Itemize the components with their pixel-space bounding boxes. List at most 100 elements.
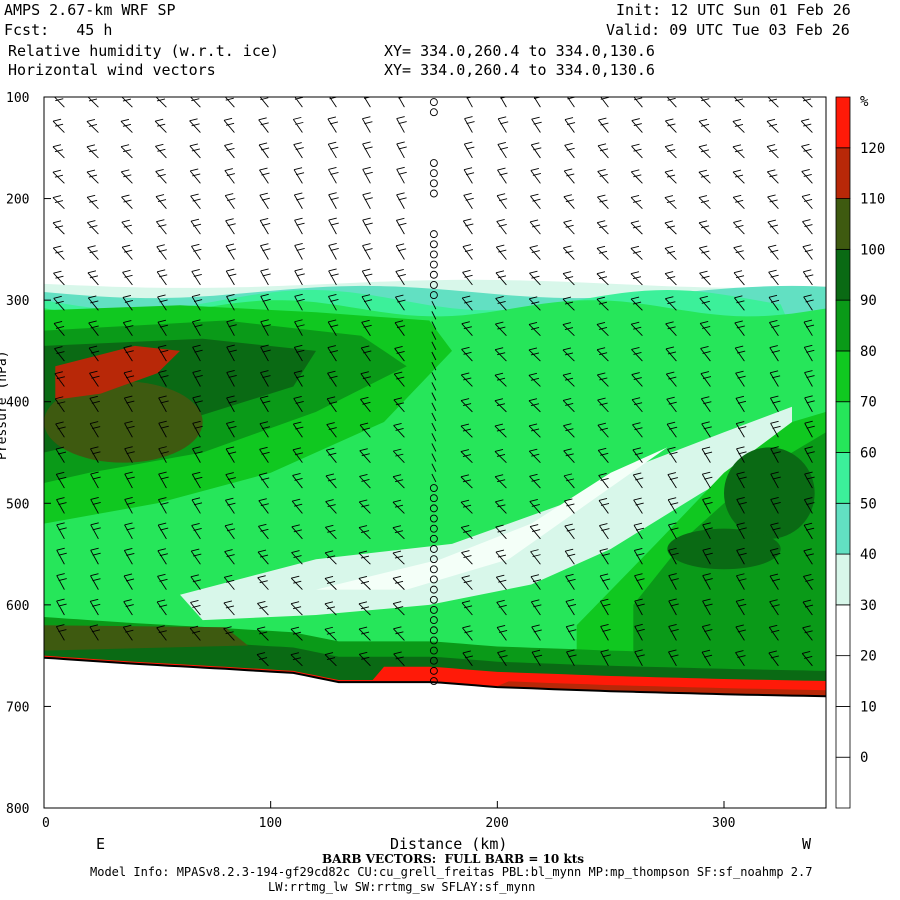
wind-barb-feather: [54, 346, 63, 349]
wind-barb-feather: [463, 351, 472, 355]
colorbar-label: 110: [860, 192, 885, 208]
wind-barb-feather: [494, 448, 504, 452]
wind-barb-feather: [92, 451, 101, 455]
wind-barb-feather: [770, 395, 779, 399]
wind-barb-feather: [738, 603, 747, 607]
wind-barb: [260, 245, 269, 260]
wind-barb-feather: [599, 174, 608, 177]
wind-barb-feather: [699, 295, 708, 299]
wind-barb: [52, 197, 65, 210]
wind-barb: [702, 549, 711, 565]
wind-barb: [158, 397, 167, 413]
wind-barb-feather: [529, 270, 538, 274]
wind-barb: [701, 626, 711, 641]
wind-barb-feather: [667, 446, 676, 450]
wind-barb-feather: [666, 396, 675, 400]
wind-barb-feather: [632, 93, 640, 95]
wind-barb-feather: [361, 345, 370, 349]
wind-barb: [630, 248, 643, 260]
wind-barb: [565, 626, 575, 641]
wind-barb-feather: [702, 471, 711, 475]
rh-110-surface: [44, 656, 826, 697]
wind-barb-feather: [364, 273, 373, 277]
wind-barb-feather: [160, 476, 169, 480]
wind-barb: [158, 473, 167, 489]
wind-barb-feather: [565, 478, 575, 482]
wind-barb-feather: [225, 472, 234, 476]
wind-barb-feather: [632, 199, 642, 203]
wind-barb-feather: [191, 243, 200, 247]
colorbar-swatch: [835, 401, 851, 453]
wind-barb-feather: [227, 198, 236, 202]
wind-barb: [631, 374, 643, 387]
wind-barb: [732, 121, 745, 133]
wind-barb-feather: [362, 376, 371, 380]
wind-barb-feather: [124, 471, 133, 475]
wind-barb-feather: [92, 603, 101, 607]
wind-barb-feather: [768, 244, 777, 248]
wind-barb-feather: [396, 116, 405, 119]
wind-barb: [363, 97, 371, 108]
wind-barb: [89, 626, 99, 641]
wind-barb: [597, 196, 609, 210]
wind-barb-feather: [362, 268, 371, 272]
wind-barb: [566, 97, 575, 108]
wind-barb-feather: [530, 574, 540, 578]
wind-barb: [189, 120, 201, 133]
wind-barb-feather: [703, 654, 713, 658]
wind-barb-feather: [362, 116, 371, 120]
wind-barb-feather: [666, 225, 676, 229]
wind-barb-feather: [262, 400, 271, 404]
wind-barb-feather: [735, 225, 744, 228]
wind-barb: [804, 372, 813, 387]
wind-barb-feather: [668, 547, 677, 551]
calm-wind-mark: [431, 402, 437, 411]
wind-barb: [664, 171, 677, 184]
wind-barb-feather: [802, 625, 811, 629]
wind-barb-feather: [361, 656, 370, 660]
calm-wind-circle: [429, 646, 438, 655]
wind-barb: [698, 146, 711, 159]
wind-barb: [668, 575, 677, 590]
wind-barb-feather: [805, 578, 814, 582]
wind-barb-feather: [124, 496, 133, 500]
wind-barb-feather: [602, 603, 611, 607]
wind-barb-feather: [532, 579, 542, 583]
wind-barb-feather: [665, 321, 674, 325]
wind-barb-feather: [568, 629, 577, 633]
colorbar-swatch: [835, 96, 851, 149]
wind-barb: [291, 526, 303, 540]
wind-barb-feather: [326, 606, 336, 610]
wind-barb: [394, 322, 405, 336]
wind-barb: [736, 499, 745, 514]
wind-barb-feather: [462, 295, 471, 299]
wind-barb: [395, 220, 405, 235]
wind-barb: [324, 628, 337, 641]
wind-barb: [393, 399, 405, 413]
wind-barb-feather: [533, 604, 542, 608]
calm-wind-mark: [431, 453, 437, 462]
wind-barb-feather: [52, 195, 62, 198]
wind-barb: [735, 626, 745, 641]
wind-barb: [257, 551, 269, 565]
wind-barb-feather: [258, 523, 267, 527]
wind-barb: [495, 298, 507, 311]
wind-barb-feather: [599, 148, 609, 152]
wind-barb: [55, 423, 65, 438]
wind-barb-feather: [191, 497, 201, 501]
wind-barb: [358, 501, 371, 514]
wind-barb: [293, 194, 303, 209]
wind-barb: [156, 221, 167, 235]
wind-barb: [734, 347, 745, 362]
wind-barb: [293, 372, 303, 387]
wind-barb-feather: [53, 270, 62, 274]
calm-wind-mark: [431, 443, 437, 452]
wind-barb: [528, 349, 541, 362]
wind-barb-feather: [461, 372, 470, 376]
wind-barb: [328, 245, 337, 260]
wind-barb: [123, 601, 133, 616]
wind-barb-feather: [665, 118, 674, 122]
wind-barb-feather: [772, 527, 781, 531]
y-tick-label: 700: [6, 700, 29, 715]
wind-barb-feather: [702, 325, 711, 329]
